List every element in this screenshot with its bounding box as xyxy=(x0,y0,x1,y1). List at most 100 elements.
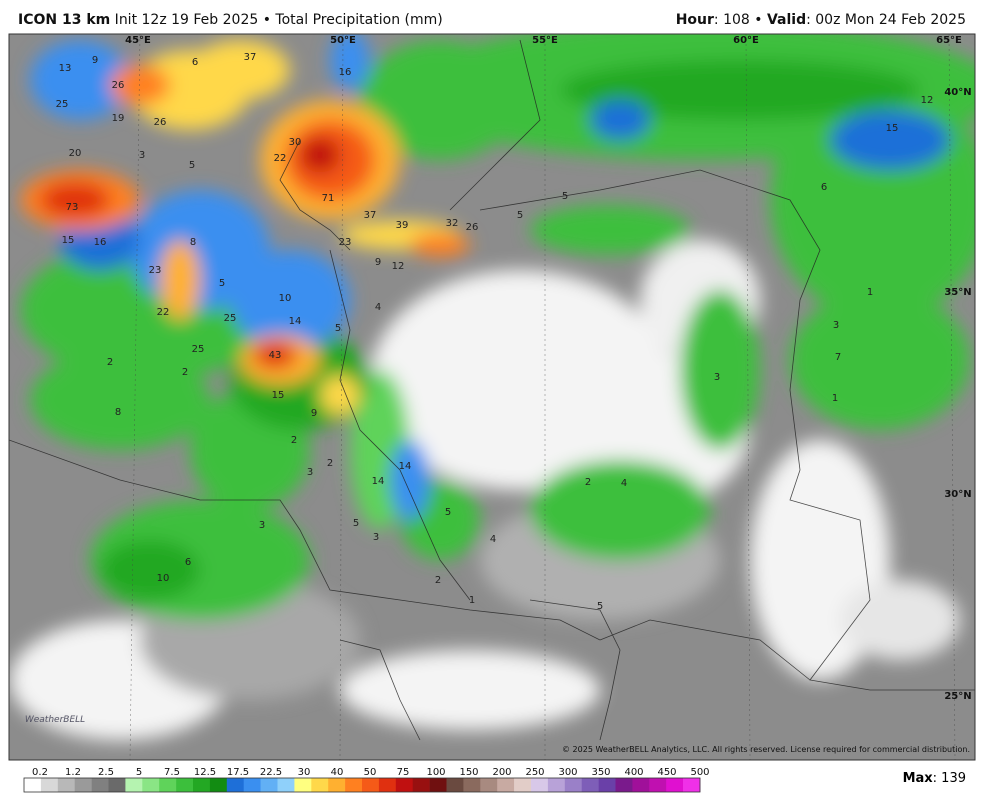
precip-area xyxy=(110,65,170,105)
value-label: 3 xyxy=(139,150,145,161)
run-info: Init 12z 19 Feb 2025 • Total Precipitati… xyxy=(110,12,443,28)
value-label: 9 xyxy=(311,408,317,419)
colorbar-swatch xyxy=(446,778,464,792)
value-label: 16 xyxy=(94,237,107,248)
value-label: 15 xyxy=(62,235,75,246)
value-label: 1 xyxy=(867,287,873,298)
colorbar-label: 17.5 xyxy=(227,767,249,778)
value-label: 26 xyxy=(466,222,479,233)
colorbar-swatch xyxy=(378,778,397,792)
colorbar-swatch xyxy=(125,778,143,792)
value-label: 5 xyxy=(597,601,603,612)
longitude-label: 60°E xyxy=(733,35,759,46)
colorbar-swatch xyxy=(277,778,295,792)
value-label: 12 xyxy=(921,95,934,106)
precip-area xyxy=(300,137,340,173)
precip-area xyxy=(390,440,430,520)
colorbar-swatch xyxy=(598,778,616,792)
colorbar-label: 300 xyxy=(558,767,577,778)
precip-area xyxy=(190,40,290,100)
valid-key: Valid xyxy=(766,12,807,28)
colorbar-label: 2.5 xyxy=(98,767,114,778)
colorbar-swatch xyxy=(209,778,228,792)
colorbar-swatch xyxy=(40,778,59,792)
precip-area xyxy=(410,233,470,257)
value-label: 3 xyxy=(307,467,313,478)
value-label: 30 xyxy=(289,137,302,148)
colorbar-swatch xyxy=(345,778,363,792)
value-label: 12 xyxy=(392,261,405,272)
value-label: 3 xyxy=(833,320,839,331)
colorbar-swatch xyxy=(91,778,109,792)
max-key: Max xyxy=(902,771,933,786)
value-label: 32 xyxy=(446,218,459,229)
colorbar-swatch xyxy=(649,778,667,792)
value-label: 37 xyxy=(364,210,377,221)
value-label: 2 xyxy=(107,357,113,368)
value-label: 8 xyxy=(190,237,196,248)
colorbar-swatch xyxy=(632,778,650,792)
latitude-label: 25°N xyxy=(944,691,971,702)
value-label: 73 xyxy=(66,202,79,213)
colorbar-swatch xyxy=(294,778,312,792)
value-label: 6 xyxy=(185,557,191,568)
colorbar-swatch xyxy=(412,778,430,792)
value-label: 15 xyxy=(886,123,899,134)
value-label: 2 xyxy=(585,477,591,488)
value-label: 43 xyxy=(269,350,282,361)
value-label: 6 xyxy=(821,182,827,193)
colorbar-label: 200 xyxy=(492,767,511,778)
colorbar-swatch xyxy=(260,778,278,792)
colorbar-swatch xyxy=(243,778,261,792)
colorbar-swatch xyxy=(24,778,42,792)
value-label: 25 xyxy=(56,99,69,110)
colorbar-frame xyxy=(23,777,701,793)
precip-area xyxy=(230,250,350,350)
colorbar-swatch xyxy=(615,778,633,792)
copyright: © 2025 WeatherBELL Analytics, LLC. All r… xyxy=(562,745,970,754)
colorbar-label: 5 xyxy=(136,767,142,778)
precip-area xyxy=(40,182,110,218)
colorbar-label: 350 xyxy=(591,767,610,778)
colorbar-swatch xyxy=(581,778,599,792)
value-label: 4 xyxy=(375,302,381,313)
value-label: 5 xyxy=(353,518,359,529)
value-label: 10 xyxy=(279,293,292,304)
value-label: 19 xyxy=(112,113,125,124)
colorbar-label: 450 xyxy=(657,767,676,778)
colorbar: 0.2 1.2 2.5 5 7.5 12.5 17.5 22.5 30 40 50 75 100 150 2… xyxy=(23,767,710,793)
value-label: 15 xyxy=(272,390,285,401)
colorbar-label: 12.5 xyxy=(194,767,216,778)
value-label: 10 xyxy=(157,573,170,584)
value-label: 14 xyxy=(289,316,302,327)
value-label: 2 xyxy=(327,458,333,469)
colorbar-swatch xyxy=(497,778,515,792)
value-label: 25 xyxy=(224,313,237,324)
colorbar-swatch xyxy=(328,778,346,792)
borders xyxy=(9,39,975,741)
colorbar-swatch xyxy=(176,778,194,792)
value-label: 16 xyxy=(339,67,352,78)
latitude-label: 30°N xyxy=(944,489,971,500)
colorbar-swatch xyxy=(429,778,447,792)
precip-area xyxy=(30,40,130,120)
precip-area xyxy=(590,100,650,140)
value-label: 5 xyxy=(445,507,451,518)
value-label: 1 xyxy=(832,393,838,404)
value-label: 8 xyxy=(115,407,121,418)
colorbar-swatch xyxy=(666,778,684,792)
colorbar-swatch xyxy=(159,778,177,792)
header-right: Hour: 108 • Valid: 00z Mon 24 Feb 2025 xyxy=(676,12,966,28)
value-label: 20 xyxy=(69,148,82,159)
precip-area xyxy=(530,460,710,560)
longitude-label: 55°E xyxy=(532,35,558,46)
colorbar-label: 40 xyxy=(331,767,344,778)
precip-area xyxy=(160,240,200,320)
value-label: 5 xyxy=(219,278,225,289)
colorbar-swatch xyxy=(226,778,244,792)
value-label: 23 xyxy=(149,265,162,276)
